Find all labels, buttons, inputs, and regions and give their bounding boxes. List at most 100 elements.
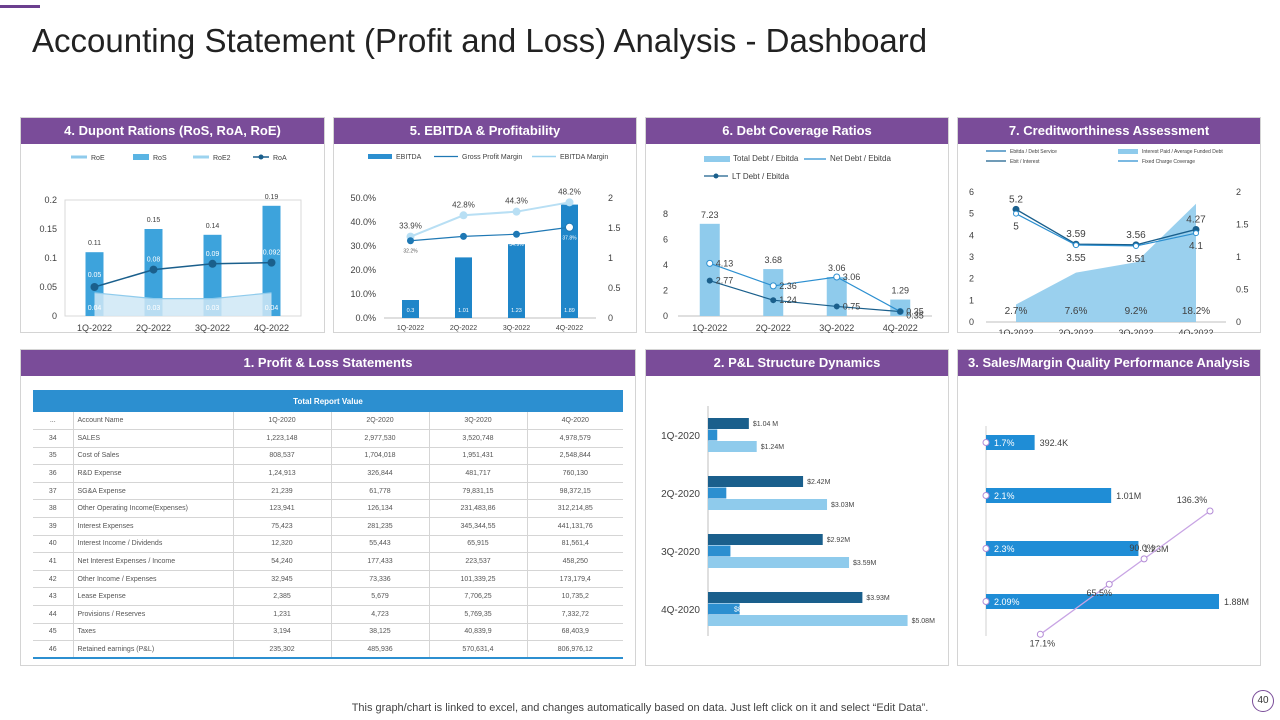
ebitda-bar-label: 0.3	[407, 308, 415, 314]
debt-panel: 6. Debt Coverage Ratios 0 2 4 6 8 Total Debt …	[645, 117, 949, 333]
table-cell: 39	[33, 517, 74, 536]
total-debt-bar	[763, 269, 784, 316]
credit-chart[interactable]: 0 1 2 3 4 5 6 0 0.5 1 1.5 2 Ebitda / Debt Service Int…	[958, 144, 1262, 334]
x-tick-label: 4Q-2022	[556, 325, 583, 332]
structure-bar-label: $1.24M	[761, 444, 785, 451]
sales-bar-label: 1.01M	[1116, 491, 1141, 501]
x-tick-label: 1Q-2022	[692, 323, 727, 333]
structure-bar	[708, 592, 863, 603]
structure-bar-label: $1.04 M	[753, 421, 778, 428]
table-cell: 2,977,530	[331, 429, 430, 448]
table-row[interactable]: 46 Retained earnings (P&L) 235,302 485,936 5…	[33, 640, 623, 660]
legend-marker	[713, 173, 719, 179]
ebitda-debt-label: 3.55	[1066, 253, 1086, 264]
table-cell: 46	[33, 640, 74, 660]
gross-margin-label: 37.8%	[562, 235, 577, 241]
legend-label: Ebit / Interest	[1010, 159, 1040, 165]
table-cell: 21,239	[233, 482, 332, 501]
ebitda-bar	[402, 300, 419, 318]
table-cell: 61,778	[331, 482, 430, 501]
structure-chart[interactable]: 1Q-2020 $1.04 M $235.30K $1.24M 2Q-2020 $2.42…	[646, 376, 950, 667]
debt-chart[interactable]: 0 2 4 6 8 Total Debt / Ebitda Net Debt / Ebitd…	[646, 144, 950, 334]
sales-chart[interactable]: 1.7% 392.4K 2.1% 1.01M 2.3% 1.23M 2.09% 1.88M 17…	[958, 376, 1262, 667]
y-tick-label: 4	[663, 260, 668, 270]
ebitda-bar	[508, 244, 525, 318]
lt-debt-label: 0.35	[906, 311, 924, 321]
table-cell: 101,339,25	[429, 570, 528, 589]
table-cell: 35	[33, 447, 74, 466]
table-cell: 4,723	[331, 605, 430, 624]
legend-swatch	[368, 154, 392, 159]
table-cell: 806,976,12	[527, 640, 623, 660]
ebitda-bar	[455, 257, 472, 318]
table-row[interactable]: 41 Net Interest Expenses / Income 54,240 17…	[33, 552, 623, 571]
lt-debt-point	[770, 297, 777, 304]
category-label: 4Q-2020	[661, 605, 700, 616]
table-row[interactable]: 45 Taxes 3,194 38,125 40,839,9 68,403,9	[33, 623, 623, 642]
pl-panel-header: 1. Profit & Loss Statements	[21, 350, 635, 376]
ebitda-margin-label: 33.9%	[399, 222, 422, 231]
table-cell: 2,385	[233, 587, 332, 607]
table-cell: 485,936	[331, 640, 430, 660]
sales-panel-header: 3. Sales/Margin Quality Performance Anal…	[958, 350, 1260, 376]
table-cell: 54,240	[233, 552, 332, 571]
y-left-tick-label: 3	[969, 252, 974, 262]
margin-label: 2.09%	[994, 597, 1020, 607]
structure-panel: 2. P&L Structure Dynamics 1Q-2020 $1.04 M…	[645, 349, 949, 666]
table-cell: 345,344,55	[429, 517, 528, 536]
ebit-interest-point	[1012, 205, 1020, 213]
table-row[interactable]: 43 Lease Expense 2,385 5,679 7,706,25 10,735,…	[33, 587, 623, 607]
table-cell: 1,231	[233, 605, 332, 624]
table-cell: 5,679	[331, 587, 430, 607]
roa-label: 0.08	[147, 257, 161, 264]
structure-bar	[708, 429, 718, 441]
x-tick-label: 3Q-2022	[819, 323, 854, 333]
structure-bar-label: $805.98K	[734, 607, 764, 614]
table-row[interactable]: 36 R&D Expense 1,24,913 326,844 481,717 760,1…	[33, 464, 623, 483]
table-row[interactable]: 37 SG&A Expense 21,239 61,778 79,831,15 98,37…	[33, 482, 623, 501]
table-row[interactable]: 44 Provisions / Reserves 1,231 4,723 5,769,3…	[33, 605, 623, 624]
x-tick-label: 1Q-2022	[397, 325, 424, 332]
roe-label: 0.03	[206, 305, 220, 312]
pl-table-column-header: Account Name	[73, 412, 234, 431]
table-row[interactable]: 35 Cost of Sales 808,537 1,704,018 1,951,431…	[33, 447, 623, 466]
legend-label: EBITDA	[396, 154, 422, 161]
account-name-cell: Other Income / Expenses	[73, 570, 234, 589]
ebitda-margin-point	[459, 211, 468, 220]
legend-label: Fixed Charge Coverage	[1142, 159, 1195, 165]
interest-paid-label: 7.6%	[1065, 306, 1088, 317]
x-tick-label: 1Q-2022	[77, 323, 112, 333]
y-right-tick-label: 1.5	[608, 223, 621, 233]
lt-debt-point	[706, 277, 713, 284]
table-cell: 42	[33, 570, 74, 589]
margin-label: 2.3%	[994, 544, 1015, 554]
roa-point	[149, 265, 158, 274]
table-row[interactable]: 38 Other Operating Income(Expenses) 123,94…	[33, 499, 623, 519]
legend-swatch	[133, 154, 149, 160]
lt-debt-label: 2.77	[716, 276, 734, 286]
table-row[interactable]: 40 Interest Income / Dividends 12,320 55,44…	[33, 535, 623, 554]
pl-table[interactable]: Total Report Value ... Account Name 1Q-202…	[33, 390, 623, 660]
table-cell: 38	[33, 499, 74, 519]
sales-bar	[986, 435, 1035, 450]
y-left-tick-label: 6	[969, 187, 974, 197]
dupont-chart[interactable]: 0 0.05 0.1 0.15 0.2 RoE RoS RoE2 RoA 0.11 0.15 0.14…	[21, 144, 326, 334]
table-row[interactable]: 42 Other Income / Expenses 32,945 73,336 101…	[33, 570, 623, 589]
account-name-cell: SG&A Expense	[73, 482, 234, 501]
table-cell: 1,24,913	[233, 464, 332, 483]
table-cell: 3,194	[233, 623, 332, 642]
account-name-cell: Net Interest Expenses / Income	[73, 552, 234, 571]
ebitda-margin-label: 48.2%	[558, 187, 581, 196]
table-row[interactable]: 39 Interest Expenses 75,423 281,235 345,344,…	[33, 517, 623, 536]
total-debt-label: 3.68	[764, 255, 782, 265]
bar-marker	[982, 439, 990, 446]
ebitda-debt-point	[1193, 230, 1199, 237]
pl-table-column-header: 3Q-2020	[429, 412, 528, 431]
total-debt-label: 3.06	[828, 263, 846, 273]
x-tick-label: 4Q-2022	[1178, 328, 1213, 334]
table-row[interactable]: 34 SALES 1,223,148 2,977,530 3,520,748 4,978,…	[33, 429, 623, 448]
ebitda-chart[interactable]: 0.0% 10.0% 20.0% 30.0% 40.0% 50.0% 0 0.5 1 1.5 2 EB…	[334, 144, 638, 334]
y-right-tick-label: 1.5	[1236, 220, 1249, 230]
interest-paid-label: 2.7%	[1005, 306, 1028, 317]
